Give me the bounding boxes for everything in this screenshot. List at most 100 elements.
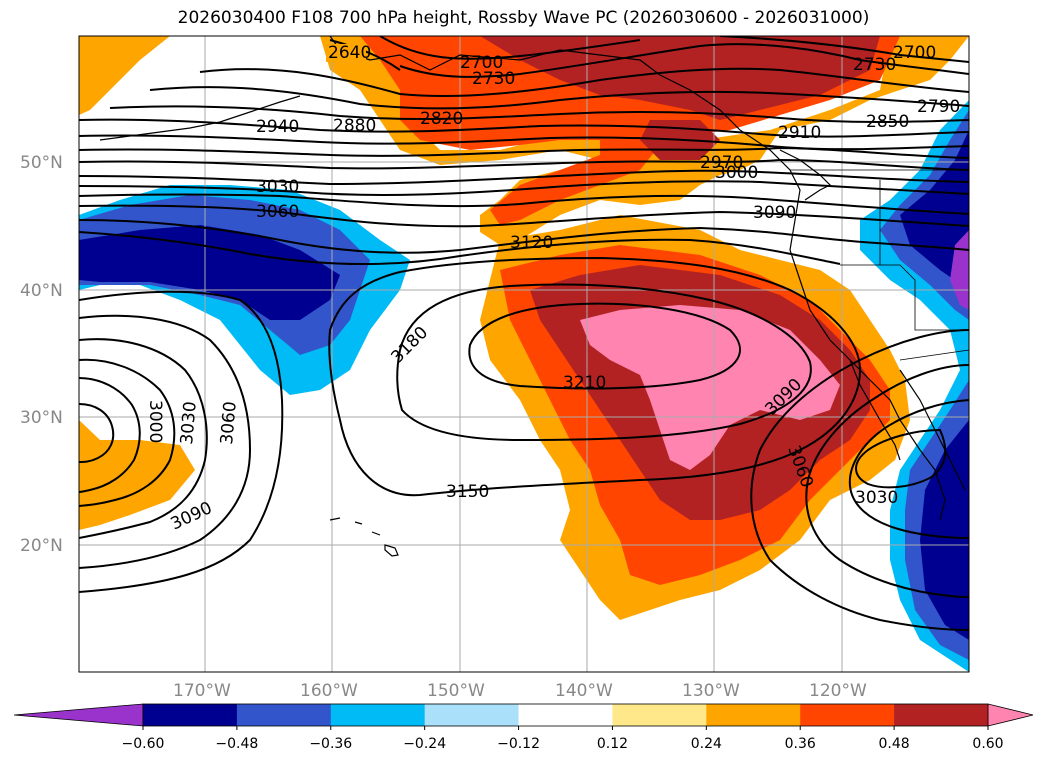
lon-label: 150°W: [427, 681, 485, 701]
contour-2700-b: [719, 36, 969, 63]
colorbar-tick-label: −0.12: [497, 736, 540, 752]
political-borders: [790, 169, 969, 361]
contour-label: 2850: [866, 112, 909, 132]
colorbar-segment: [424, 704, 520, 726]
contour-3150-w: [79, 290, 284, 593]
positive-region-northwest-orange: [79, 36, 170, 115]
contour-2730: [399, 43, 969, 78]
lon-label: 140°W: [555, 681, 613, 701]
colorbar-tick-label: 0.36: [785, 736, 816, 752]
contour-2700-a: [379, 36, 641, 60]
contour-label: 2730: [853, 55, 896, 75]
colorbar-tick-label: −0.48: [215, 736, 258, 752]
colorbar-segment: [236, 704, 332, 726]
lat-label: 20°N: [20, 536, 63, 556]
contour-label: 3120: [510, 233, 553, 253]
contour-label: 2820: [420, 109, 463, 129]
lat-label: 30°N: [20, 408, 63, 428]
contour-label: 2970: [700, 153, 743, 173]
coastline-baja: [849, 359, 901, 461]
contour-label: 2730: [472, 69, 515, 89]
contour-label: 2640: [328, 43, 371, 63]
colorbar-segments: [143, 704, 989, 726]
contour-label: 2880: [333, 116, 376, 136]
contour-3000: [79, 180, 969, 196]
contour-3000-e: [855, 428, 947, 489]
contour-label: 3030: [177, 401, 201, 446]
contour-3060-e: [805, 364, 969, 598]
contour-3060: [79, 204, 969, 228]
contour-3150: [328, 256, 862, 497]
contour-label: 3030: [256, 177, 299, 197]
contour-2790: [149, 86, 969, 110]
contour-2760: [199, 67, 969, 98]
contour-2850: [79, 118, 969, 138]
contour-3090-e: [750, 329, 969, 631]
contour-label: 2700: [893, 43, 936, 63]
lat-label: 50°N: [20, 153, 63, 173]
colorbar-tick-label: −0.60: [122, 736, 165, 752]
colorbar-tick-label: 0.48: [879, 736, 910, 752]
lon-label: 130°W: [682, 681, 740, 701]
colorbar-tick-label: −0.24: [403, 736, 446, 752]
contour-label: 2940: [256, 117, 299, 137]
colorbar-segment: [518, 704, 613, 726]
negative-region-central-navy: [79, 225, 340, 320]
height-contours: [79, 36, 969, 631]
contour-3120-w: [79, 314, 252, 569]
positive-region-east-pink: [580, 305, 840, 470]
colorbar-ticks: −0.60 −0.48 −0.36 −0.24 −0.12 0.12 0.24 0.36 0.4…: [122, 726, 1004, 752]
colorbar-segment: [894, 704, 989, 726]
coastline-hawaii: [329, 517, 399, 557]
contour-label: 3210: [563, 373, 606, 393]
contour-label: 2910: [778, 123, 821, 143]
colorbar-segment: [143, 704, 238, 726]
contour-3090-w: [79, 338, 208, 539]
contour-label: 3000: [145, 400, 165, 443]
colorbar-segment: [612, 704, 707, 726]
negative-region-east-navy-2: [920, 420, 969, 640]
contour-2910: [79, 146, 969, 159]
contour-3000-w: [79, 403, 115, 463]
map-title: 2026030400 F108 700 hPa height, Rossby W…: [177, 8, 870, 28]
contour-3030-w: [79, 377, 141, 493]
colorbar-tick-label: 0.60: [972, 736, 1003, 752]
contour-3120: [79, 231, 841, 266]
contour-label: 2700: [460, 53, 503, 73]
lat-label: 40°N: [20, 281, 63, 301]
map-panel: 2640 2700 2730 2820 2700 2730 2790 2850 …: [79, 36, 969, 672]
contour-label: 3030: [855, 488, 898, 508]
contour-3180: [396, 283, 812, 442]
colorbar-segment: [800, 704, 895, 726]
colorbar-low-extension: [13, 703, 144, 727]
latitude-labels: 50°N 40°N 30°N 20°N: [20, 153, 63, 556]
colorbar-frame: [142, 703, 989, 727]
colorbar: −0.60 −0.48 −0.36 −0.24 −0.12 0.12 0.24 0.36 0.4…: [13, 703, 1034, 752]
contour-2820: [109, 105, 969, 123]
map-frame: [78, 35, 970, 673]
contour-label: 3150: [446, 482, 489, 502]
colorbar-segment: [706, 704, 801, 726]
contour-label: 3060: [256, 202, 299, 222]
positive-region-north-orange: [300, 36, 969, 245]
contour-3090: [79, 219, 969, 254]
lon-label: 170°W: [173, 681, 231, 701]
contour-label: 2790: [917, 97, 960, 117]
contour-2640: [329, 39, 401, 71]
colorbar-high-extension: [987, 703, 1034, 727]
colorbar-tick-label: 0.12: [597, 736, 628, 752]
colorbar-tick-label: −0.36: [309, 736, 352, 752]
contour-label: 3060: [217, 401, 241, 446]
positive-region-north-darkred: [480, 36, 880, 120]
lon-label: 160°W: [300, 681, 358, 701]
contour-2970: [79, 169, 969, 186]
coastline-pacific-nw: [779, 149, 832, 201]
colorbar-tick-label: 0.24: [691, 736, 722, 752]
contour-3030: [79, 193, 969, 215]
longitude-labels: 170°W 160°W 150°W 140°W 130°W 120°W: [173, 681, 867, 701]
contour-3030-e: [848, 399, 969, 539]
contour-3210: [468, 302, 741, 390]
contour-2940: [79, 158, 969, 171]
contour-3060-w: [79, 358, 176, 507]
